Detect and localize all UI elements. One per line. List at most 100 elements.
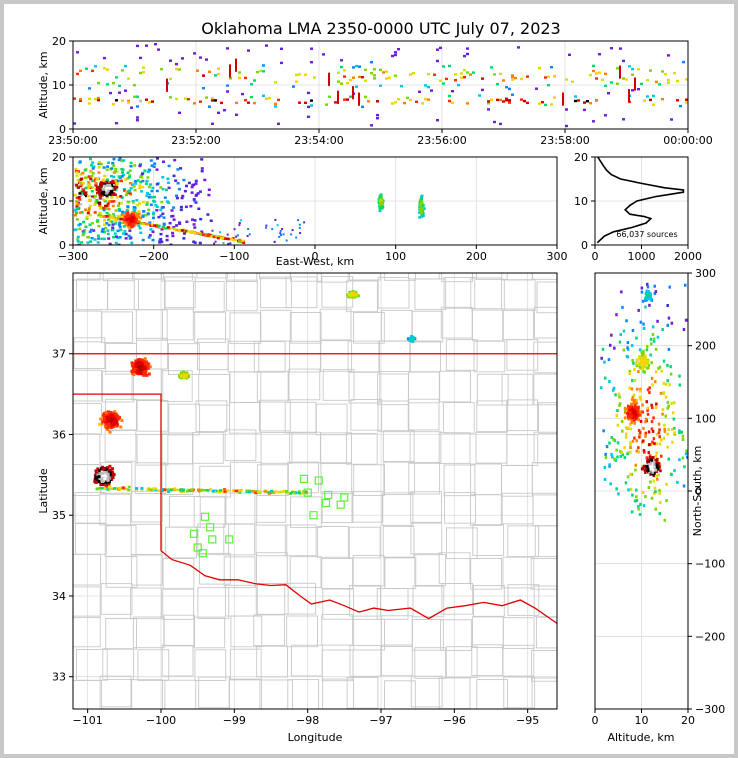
source-cell xyxy=(97,81,100,85)
source-cell xyxy=(134,359,138,363)
source-cell xyxy=(113,188,116,191)
source-cell xyxy=(138,227,142,230)
source-cell xyxy=(361,76,364,79)
source-cell xyxy=(84,208,87,211)
source-cell xyxy=(119,195,123,198)
source-cell xyxy=(466,102,469,105)
source-cell xyxy=(98,196,102,199)
source-cell xyxy=(618,403,621,407)
source-cell xyxy=(102,230,106,234)
source-cell xyxy=(544,76,547,79)
source-cell xyxy=(667,54,670,57)
source-cell xyxy=(118,221,122,224)
source-cell xyxy=(119,202,123,205)
source-cell xyxy=(649,353,652,357)
source-cell xyxy=(571,80,574,83)
source-cell xyxy=(619,333,622,337)
source-cell xyxy=(639,387,642,391)
source-cell xyxy=(565,78,568,81)
station-marker xyxy=(193,543,202,552)
source-cell xyxy=(127,226,131,229)
source-cell xyxy=(94,201,98,205)
source-cell xyxy=(162,225,166,228)
source-cell xyxy=(671,427,674,431)
source-cell xyxy=(186,490,189,493)
source-cell xyxy=(642,358,646,362)
county-boundary xyxy=(531,462,557,494)
source-cell xyxy=(79,99,82,102)
station-marker xyxy=(303,488,312,497)
county-boundary xyxy=(161,432,194,465)
source-cell xyxy=(634,77,636,91)
source-cell xyxy=(274,490,277,493)
source-cell xyxy=(295,73,298,77)
source-cell xyxy=(183,232,186,235)
source-cell xyxy=(128,229,132,232)
source-cell xyxy=(143,365,147,369)
source-cell xyxy=(73,193,77,197)
source-cell xyxy=(633,421,636,425)
source-cell xyxy=(290,491,294,494)
source-cell xyxy=(115,122,118,125)
source-cell xyxy=(613,346,616,350)
source-cell xyxy=(601,78,604,81)
county-boundary xyxy=(408,371,440,404)
ns-tick-label: −300 xyxy=(695,703,725,716)
source-cell xyxy=(163,196,167,199)
source-cell xyxy=(207,193,211,197)
source-cell xyxy=(378,195,382,198)
source-cell xyxy=(85,215,89,219)
source-cell xyxy=(96,241,100,244)
source-cell xyxy=(419,196,423,199)
source-cell xyxy=(106,185,110,188)
station-marker xyxy=(198,549,207,558)
source-cell xyxy=(682,60,685,64)
county-boundary xyxy=(228,678,261,709)
county-boundary xyxy=(162,588,195,620)
source-cell xyxy=(508,101,511,104)
source-cell xyxy=(99,162,103,166)
county-boundary xyxy=(101,311,134,344)
source-cell xyxy=(103,477,107,481)
source-cell xyxy=(110,423,114,427)
source-cell xyxy=(84,191,88,194)
source-cell xyxy=(276,224,279,227)
source-cell xyxy=(424,84,427,87)
source-cell xyxy=(598,53,601,56)
source-cell xyxy=(592,64,595,68)
source-cell xyxy=(322,53,325,56)
altitude-tick-label: 0 xyxy=(59,239,66,252)
source-cell xyxy=(358,65,361,68)
source-cell xyxy=(632,361,635,365)
source-cell xyxy=(641,362,645,366)
county-boundary xyxy=(102,648,135,680)
source-cell xyxy=(388,76,391,79)
source-cell xyxy=(200,169,204,173)
source-cell xyxy=(676,79,679,83)
source-cell xyxy=(628,370,632,373)
source-cell xyxy=(526,75,529,78)
source-cell xyxy=(646,282,649,286)
source-cell xyxy=(114,218,118,221)
source-cell xyxy=(418,211,421,214)
source-cell xyxy=(91,161,95,164)
source-cell xyxy=(98,207,102,210)
source-cell xyxy=(297,490,301,493)
source-cell xyxy=(655,370,658,374)
source-cell xyxy=(430,89,433,92)
altitude-tick-label: 10 xyxy=(574,195,588,208)
county-boundary xyxy=(132,616,165,649)
source-cell xyxy=(211,97,214,100)
source-cell xyxy=(665,499,668,503)
source-cell xyxy=(643,99,646,102)
source-cell xyxy=(167,201,171,205)
source-cell xyxy=(129,236,133,239)
source-cell xyxy=(629,441,632,445)
source-cell xyxy=(180,373,184,377)
source-cell xyxy=(666,363,669,367)
source-cell xyxy=(94,65,97,68)
source-cell xyxy=(104,485,108,489)
source-cell xyxy=(646,79,649,82)
source-cell xyxy=(131,199,135,203)
source-cell xyxy=(128,174,132,177)
